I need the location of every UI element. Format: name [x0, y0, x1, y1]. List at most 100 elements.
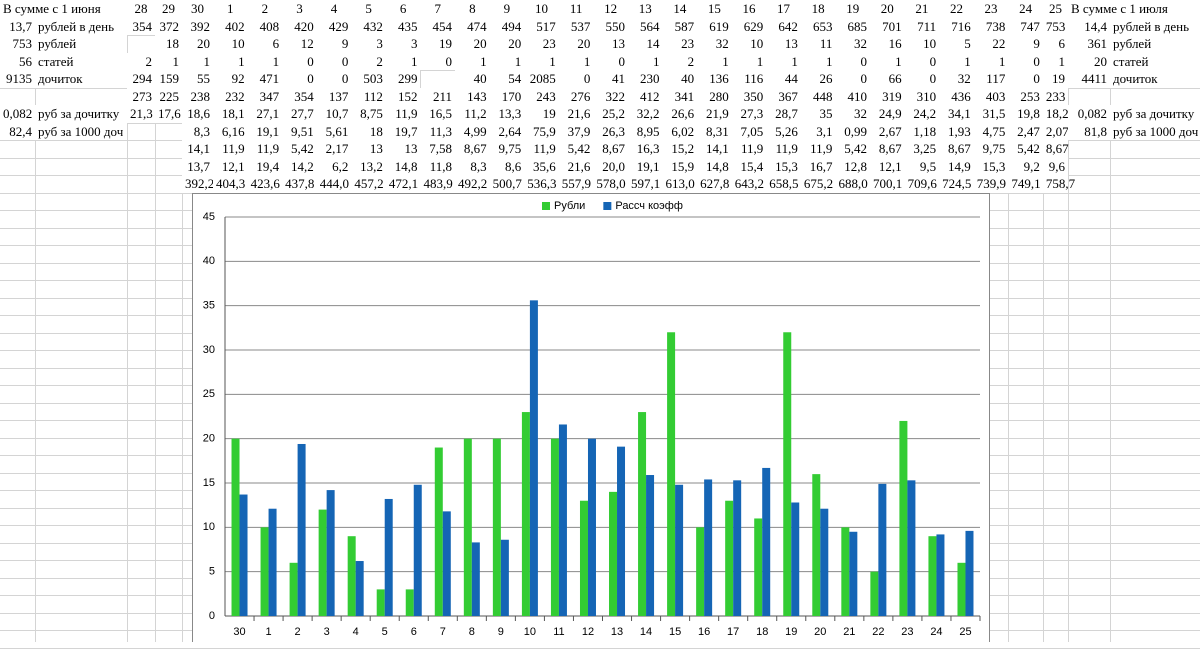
bar — [239, 494, 248, 616]
data-cell: 11,8 — [420, 157, 456, 175]
day-header: 16 — [731, 0, 767, 18]
data-cell: 159 — [155, 70, 182, 88]
data-cell: 347 — [247, 87, 283, 105]
data-cell: 11,9 — [247, 140, 283, 158]
bar — [783, 332, 792, 616]
data-cell: 12,1 — [213, 157, 248, 175]
data-cell: 1 — [247, 52, 283, 70]
data-cell: 0 — [282, 52, 317, 70]
data-cell: 492,2 — [455, 175, 490, 193]
data-cell: 112 — [351, 87, 386, 105]
data-cell: 152 — [385, 87, 421, 105]
bar — [434, 447, 443, 616]
bar — [529, 300, 538, 616]
data-cell: 9,5 — [904, 157, 940, 175]
legend-swatch — [542, 202, 550, 210]
data-cell: 12,8 — [835, 157, 871, 175]
data-cell: 16,5 — [420, 105, 456, 123]
data-cell: 711 — [904, 17, 940, 35]
summary-value: 82,4 — [0, 122, 35, 140]
bar — [617, 446, 626, 616]
row-label: статей — [35, 52, 127, 70]
data-cell: 749,1 — [1008, 175, 1043, 193]
data-cell: 23 — [524, 35, 559, 53]
x-tick-label: 5 — [382, 626, 388, 638]
data-cell: 14,1 — [697, 140, 732, 158]
data-cell: 0 — [558, 70, 594, 88]
bar — [587, 438, 596, 616]
bar — [733, 480, 742, 616]
data-cell: 16 — [870, 35, 905, 53]
data-cell: 18 — [351, 122, 386, 140]
data-cell: 9,75 — [973, 140, 1009, 158]
data-cell: 233 — [1042, 87, 1068, 105]
data-cell: 472,1 — [385, 175, 421, 193]
data-cell: 1 — [731, 52, 767, 70]
data-cell: 503 — [351, 70, 386, 88]
day-header: 18 — [800, 0, 836, 18]
day-header: 10 — [524, 0, 559, 18]
bar — [550, 438, 559, 616]
summary-value: 4411 — [1068, 70, 1110, 88]
data-cell: 354 — [282, 87, 317, 105]
data-cell: 13,3 — [489, 105, 525, 123]
data-cell: 747 — [1008, 17, 1043, 35]
data-cell: 232 — [213, 87, 248, 105]
data-cell: 8,31 — [697, 122, 732, 140]
legend-label: Рубли — [554, 200, 585, 212]
data-cell: 253 — [1008, 87, 1043, 105]
data-cell: 13,7 — [182, 157, 213, 175]
data-cell: 8,95 — [627, 122, 663, 140]
bar — [413, 484, 422, 616]
data-cell: 117 — [973, 70, 1009, 88]
data-cell: 457,2 — [351, 175, 386, 193]
summary-value: 9135 — [0, 70, 35, 88]
data-cell: 21,3 — [127, 105, 155, 123]
row-label: рублей в день — [1110, 17, 1200, 35]
data-cell: 20 — [558, 35, 594, 53]
data-cell: 0 — [593, 52, 628, 70]
data-cell: 341 — [662, 87, 698, 105]
x-tick-label: 17 — [727, 626, 739, 638]
data-cell: 11,9 — [213, 140, 248, 158]
day-header: 28 — [127, 0, 155, 18]
column-line — [1008, 0, 1010, 642]
data-cell: 13 — [385, 140, 421, 158]
data-cell: 11,9 — [731, 140, 767, 158]
data-cell: 578,0 — [593, 175, 628, 193]
bar — [326, 490, 335, 616]
data-cell: 8,67 — [939, 140, 974, 158]
data-cell: 653 — [800, 17, 836, 35]
data-cell: 0 — [835, 70, 871, 88]
data-cell: 1 — [558, 52, 594, 70]
data-cell: 1 — [800, 52, 836, 70]
data-cell: 1,18 — [904, 122, 940, 140]
data-cell: 2085 — [524, 70, 559, 88]
data-cell: 0 — [904, 70, 940, 88]
data-cell: 9,51 — [282, 122, 317, 140]
bar — [318, 509, 327, 616]
data-cell: 675,2 — [800, 175, 836, 193]
column-line — [1042, 0, 1044, 642]
data-cell: 2,64 — [489, 122, 525, 140]
data-cell: 27,3 — [731, 105, 767, 123]
data-cell: 32 — [835, 105, 871, 123]
x-tick-label: 18 — [756, 626, 768, 638]
y-tick-label: 15 — [203, 477, 215, 489]
data-cell: 24,9 — [870, 105, 905, 123]
data-cell: 15,2 — [662, 140, 698, 158]
data-cell: 4,99 — [455, 122, 490, 140]
data-cell: 0 — [835, 52, 871, 70]
data-cell: 14,8 — [385, 157, 421, 175]
data-cell: 276 — [558, 87, 594, 105]
bar — [696, 527, 705, 616]
data-cell: 92 — [213, 70, 248, 88]
data-cell: 32 — [939, 70, 974, 88]
data-cell: 435 — [385, 17, 421, 35]
x-tick-label: 19 — [785, 626, 797, 638]
day-header: 29 — [155, 0, 182, 18]
data-cell: 5,61 — [316, 122, 352, 140]
day-header: 23 — [973, 0, 1009, 18]
data-cell: 16,7 — [800, 157, 836, 175]
data-cell: 410 — [835, 87, 871, 105]
